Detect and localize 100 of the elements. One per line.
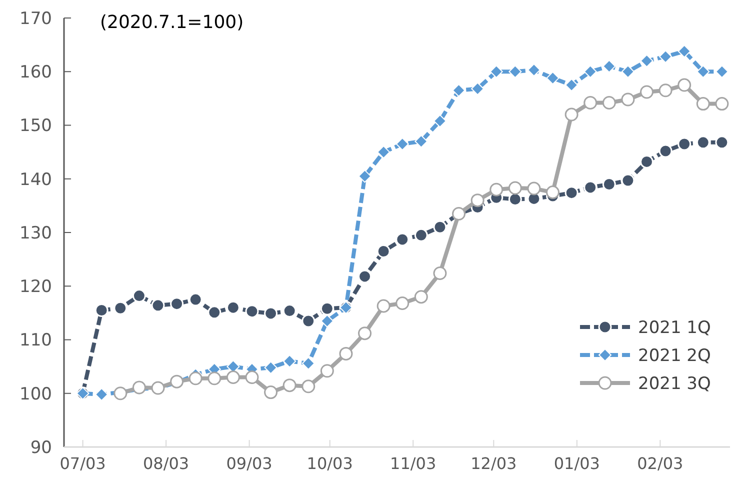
point [659, 50, 672, 64]
point [678, 137, 692, 151]
point [508, 192, 522, 206]
point [433, 266, 447, 280]
point [508, 65, 522, 78]
point [282, 378, 296, 392]
point [358, 270, 372, 284]
point [565, 78, 578, 92]
legend-label: 2021 1Q [638, 318, 711, 338]
point [490, 182, 504, 196]
point [640, 54, 654, 68]
point [621, 65, 634, 78]
point [564, 108, 578, 122]
point [527, 182, 541, 196]
y-tick-label: 140 [20, 170, 52, 190]
legend-label: 2021 3Q [638, 374, 711, 394]
point [602, 96, 616, 110]
point [696, 65, 710, 78]
point [527, 64, 540, 77]
point [320, 302, 334, 316]
point [114, 301, 128, 315]
point [640, 154, 654, 168]
legend-label: 2021 2Q [638, 346, 711, 366]
annotation: (2020.7.1=100) [100, 12, 244, 33]
point [302, 314, 316, 328]
point [546, 186, 560, 200]
point [414, 290, 428, 304]
y-tick-label: 90 [30, 438, 52, 458]
point [414, 134, 428, 148]
point [264, 386, 278, 400]
x-tick-label: 01/03 [554, 454, 600, 473]
point [602, 177, 616, 191]
point [226, 300, 240, 314]
point [433, 220, 447, 234]
point [396, 296, 410, 310]
point [471, 82, 484, 96]
point [264, 306, 278, 320]
point [564, 186, 578, 200]
x-tick-label: 02/03 [637, 454, 684, 473]
point [640, 85, 654, 99]
point [151, 298, 165, 312]
point [678, 44, 691, 58]
point [358, 170, 372, 183]
point [283, 354, 296, 368]
point [584, 65, 597, 78]
point [94, 304, 108, 318]
point [208, 306, 222, 320]
point [282, 304, 296, 318]
point [339, 346, 353, 360]
point [95, 388, 108, 401]
y-tick-label: 120 [20, 277, 52, 298]
point [621, 92, 635, 106]
point [188, 292, 202, 306]
point [584, 96, 598, 110]
point [602, 60, 616, 73]
point [696, 97, 710, 111]
point [245, 304, 259, 318]
point [715, 136, 729, 150]
x-tick-label: 11/03 [390, 454, 436, 473]
point [188, 372, 202, 386]
y-tick-label: 110 [20, 330, 52, 351]
point [678, 78, 692, 92]
y-tick-label: 130 [20, 223, 52, 244]
point [170, 297, 184, 311]
y-tick-label: 170 [20, 8, 52, 29]
x-tick-label: 12/03 [470, 454, 517, 473]
y-tick-label: 160 [20, 62, 52, 83]
point [621, 174, 635, 188]
point [358, 326, 372, 340]
y-tick-label: 150 [20, 116, 52, 136]
point [508, 181, 522, 195]
point [132, 289, 146, 303]
point [470, 194, 484, 208]
point [658, 144, 672, 158]
point [376, 244, 390, 258]
point [584, 180, 598, 194]
point [396, 232, 410, 246]
point [208, 372, 222, 386]
point [396, 138, 409, 151]
point [320, 364, 334, 378]
point [302, 380, 316, 394]
point [376, 299, 390, 313]
point [302, 356, 315, 370]
point [377, 146, 390, 159]
point [264, 361, 278, 374]
point [245, 370, 259, 384]
point [715, 65, 728, 78]
x-tick-label: 08/03 [142, 454, 190, 473]
point [452, 84, 466, 97]
point [696, 136, 710, 150]
point [715, 97, 729, 111]
point [433, 114, 446, 128]
x-tick-label: 10/03 [306, 454, 353, 473]
y-tick-label: 100 [20, 384, 52, 404]
point [658, 84, 672, 98]
point [414, 228, 428, 242]
point [546, 72, 560, 85]
point [490, 65, 503, 78]
point [226, 370, 240, 384]
point [320, 314, 334, 328]
